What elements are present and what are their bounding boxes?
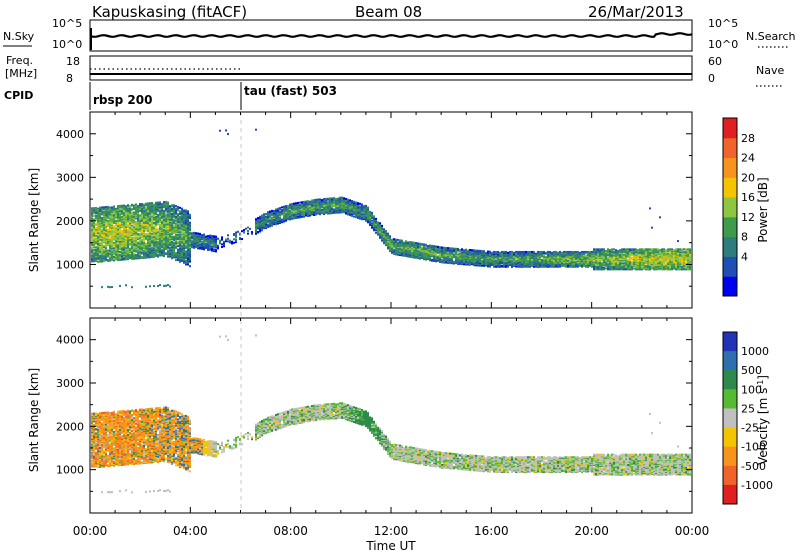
power-colorbar-tick: 24 <box>741 152 755 165</box>
x-tick-label: 00:00 <box>675 524 710 538</box>
noise-right-tick-bottom: 10^0 <box>708 38 738 51</box>
freq-left-tick-bottom: 8 <box>66 72 73 85</box>
x-axis-label: Time UT <box>365 539 416 553</box>
noise-trace <box>89 28 693 50</box>
noise-right-label: N.Search <box>746 30 796 43</box>
date-title: 26/Mar/2013 <box>588 3 684 21</box>
freq-right-tick-top: 60 <box>708 55 722 68</box>
freq-panel-frame <box>89 55 693 81</box>
power-yticks: 4000 3000 2000 1000 <box>56 111 692 287</box>
velocity-colorbar-tick: 1000 <box>741 345 769 358</box>
y-tick-label: 2000 <box>56 420 84 433</box>
cpid-segment-1: rbsp 200 <box>93 93 152 107</box>
freq-left-label-2: [MHz] <box>5 67 37 80</box>
velocity-colorbar-tick: -500 <box>741 460 766 473</box>
x-tick-label: 12:00 <box>374 524 409 538</box>
velocity-colorbar-tick: 100 <box>741 383 762 396</box>
velocity-colorbar-tick: 25 <box>741 402 755 415</box>
power-colorbar: 28 24 20 16 12 8 4 <box>722 117 755 297</box>
noise-left-label: N.Sky <box>3 30 35 43</box>
y-tick-label: 3000 <box>56 377 84 390</box>
power-colorbar-tick: 28 <box>741 132 755 145</box>
freq-left-tick-top: 18 <box>66 55 80 68</box>
velocity-colorbar-tick: -100 <box>741 441 766 454</box>
y-tick-label: 4000 <box>56 334 84 347</box>
velocity-heatmap <box>91 334 691 494</box>
freq-trace <box>90 68 692 75</box>
velocity-colorbar-tick: -25 <box>741 422 759 435</box>
noise-left-tick-top: 10^5 <box>52 17 82 30</box>
power-colorbar-tick: 20 <box>741 171 755 184</box>
freq-left-label-1: Freq. <box>6 54 33 67</box>
cpid-segment-2: tau (fast) 503 <box>244 84 337 98</box>
power-heatmap <box>91 128 691 289</box>
x-tick-label: 20:00 <box>574 524 609 538</box>
noise-sky-line <box>89 32 693 38</box>
x-tick-label: 08:00 <box>273 524 308 538</box>
x-tick-label: 16:00 <box>474 524 509 538</box>
velocity-ylabel: Slant Range [km] <box>27 368 41 472</box>
time-axis: 00:00 04:00 08:00 12:00 16:00 20:00 00:00 <box>73 112 710 538</box>
x-tick-label: 00:00 <box>73 524 108 538</box>
power-colorbar-tick: 4 <box>741 250 748 263</box>
power-colorbar-tick: 16 <box>741 191 755 204</box>
velocity-yticks: 4000 3000 2000 1000 <box>56 317 692 492</box>
velocity-colorbar-tick: 500 <box>741 364 762 377</box>
noise-left-tick-bottom: 10^0 <box>52 38 82 51</box>
power-ylabel: Slant Range [km] <box>27 168 41 272</box>
nave-label: Nave <box>756 64 784 77</box>
cpid-label: CPID <box>4 89 33 102</box>
y-tick-label: 2000 <box>56 215 84 228</box>
x-tick-label: 04:00 <box>173 524 208 538</box>
y-tick-label: 4000 <box>56 128 84 141</box>
velocity-colorbar-label: Velocity [m s-1] <box>756 375 771 465</box>
station-title: Kapuskasing (fitACF) <box>92 3 247 21</box>
noise-right-tick-top: 10^5 <box>708 17 738 30</box>
velocity-panel-frame <box>89 317 693 514</box>
freq-right-tick-bottom: 0 <box>708 72 715 85</box>
power-colorbar-label: Power [dB] <box>756 177 770 242</box>
velocity-colorbar: 1000 500 100 25 -25 -100 -500 -1000 <box>722 331 773 505</box>
velocity-colorbar-tick: -1000 <box>741 479 773 492</box>
y-tick-label: 3000 <box>56 171 84 184</box>
beam-title: Beam 08 <box>355 3 422 21</box>
y-tick-label: 1000 <box>56 464 84 477</box>
power-panel-frame <box>89 111 693 309</box>
power-colorbar-tick: 12 <box>741 211 755 224</box>
y-tick-label: 1000 <box>56 258 84 271</box>
power-colorbar-tick: 8 <box>741 231 748 244</box>
